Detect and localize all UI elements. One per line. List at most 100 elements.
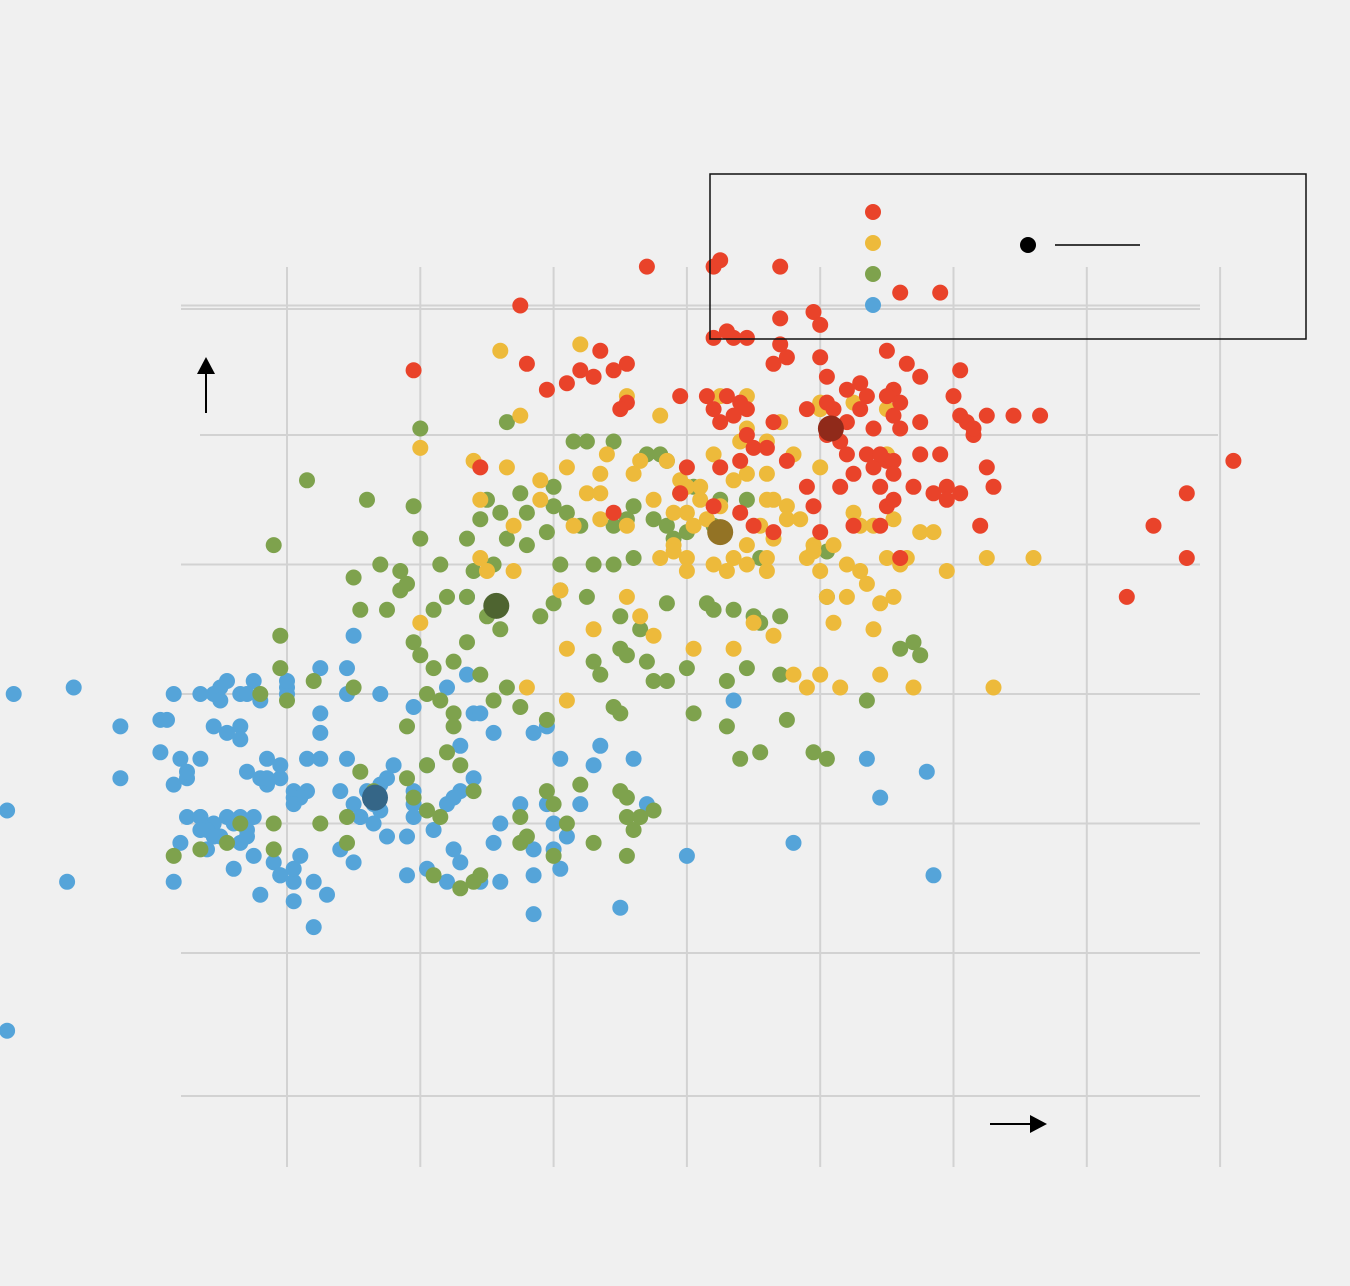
data-point [385,757,402,774]
data-point [612,401,629,418]
data-point [658,452,675,469]
data-point [525,906,542,923]
data-point [892,394,909,411]
data-point [412,439,429,456]
data-point [638,653,655,670]
data-point [192,750,209,767]
data-point [345,854,362,871]
data-point [152,744,169,761]
data-point [5,686,22,702]
data-point [479,563,495,579]
data-point [725,407,742,424]
data-point [459,530,475,547]
data-point [352,601,369,618]
data-point [472,666,489,683]
data-point [952,362,969,379]
legend [709,173,1307,340]
data-point [778,511,795,528]
data-point [525,841,542,858]
data-point [425,601,442,618]
data-point [345,796,362,813]
data-point [712,414,729,431]
data-point [165,686,182,702]
data-point [912,524,929,541]
data-point [798,401,815,418]
data-point [552,750,569,767]
data-point [592,511,609,528]
data-point [425,660,442,677]
data-point [405,362,422,379]
data-point [838,446,855,463]
data-point [772,336,789,353]
data-point [972,517,989,534]
data-point [445,653,462,670]
data-point [618,809,635,825]
data-point [159,711,175,728]
legend-box [709,173,1307,340]
data-point [485,692,502,709]
data-point [718,388,735,405]
data-point [545,498,562,515]
data-point [538,381,555,398]
data-point [898,355,915,372]
data-point [705,601,722,618]
data-point [718,718,735,735]
data-point [432,692,449,709]
data-point [732,452,749,469]
data-point [885,452,902,469]
data-point [532,608,549,625]
data-point [452,880,469,897]
data-point [645,511,662,528]
data-point [399,770,415,787]
data-point [645,491,662,508]
data-point [392,563,409,579]
data-point [912,446,929,463]
data-point [905,634,922,651]
data-point [678,550,695,566]
data-point [632,809,649,825]
data-point [345,627,362,644]
data-point [905,679,922,696]
data-point [832,478,849,495]
data-point [798,478,815,495]
data-point [445,789,462,806]
data-point [205,718,222,735]
data-point [865,420,882,437]
data-point [305,919,322,936]
data-point [439,679,455,696]
data-point [592,666,609,683]
data-point [818,750,835,767]
data-point [872,478,889,495]
data-point [538,524,555,541]
data-point [472,459,489,476]
data-point [245,809,262,825]
data-point [572,362,589,379]
data-point [432,809,449,825]
data-point [678,459,695,476]
data-point [272,757,289,774]
data-point [565,433,582,450]
data-point [572,776,589,793]
data-point [285,796,302,813]
data-point [1118,588,1135,605]
data-point [472,550,489,566]
data-point [565,517,582,534]
data-point [225,860,242,877]
data-point [825,537,842,554]
data-point [452,737,469,754]
data-point [319,886,335,903]
data-point [525,724,542,741]
data-point [572,796,589,813]
data-point [405,699,422,715]
data-point [772,666,789,683]
data-point [605,556,622,573]
data-point [805,304,822,320]
data-point [785,834,802,851]
data-point [612,705,629,722]
data-point [379,770,395,787]
data-point [732,750,749,767]
data-point [272,770,289,787]
data-point [818,588,835,605]
data-point [1225,452,1242,469]
